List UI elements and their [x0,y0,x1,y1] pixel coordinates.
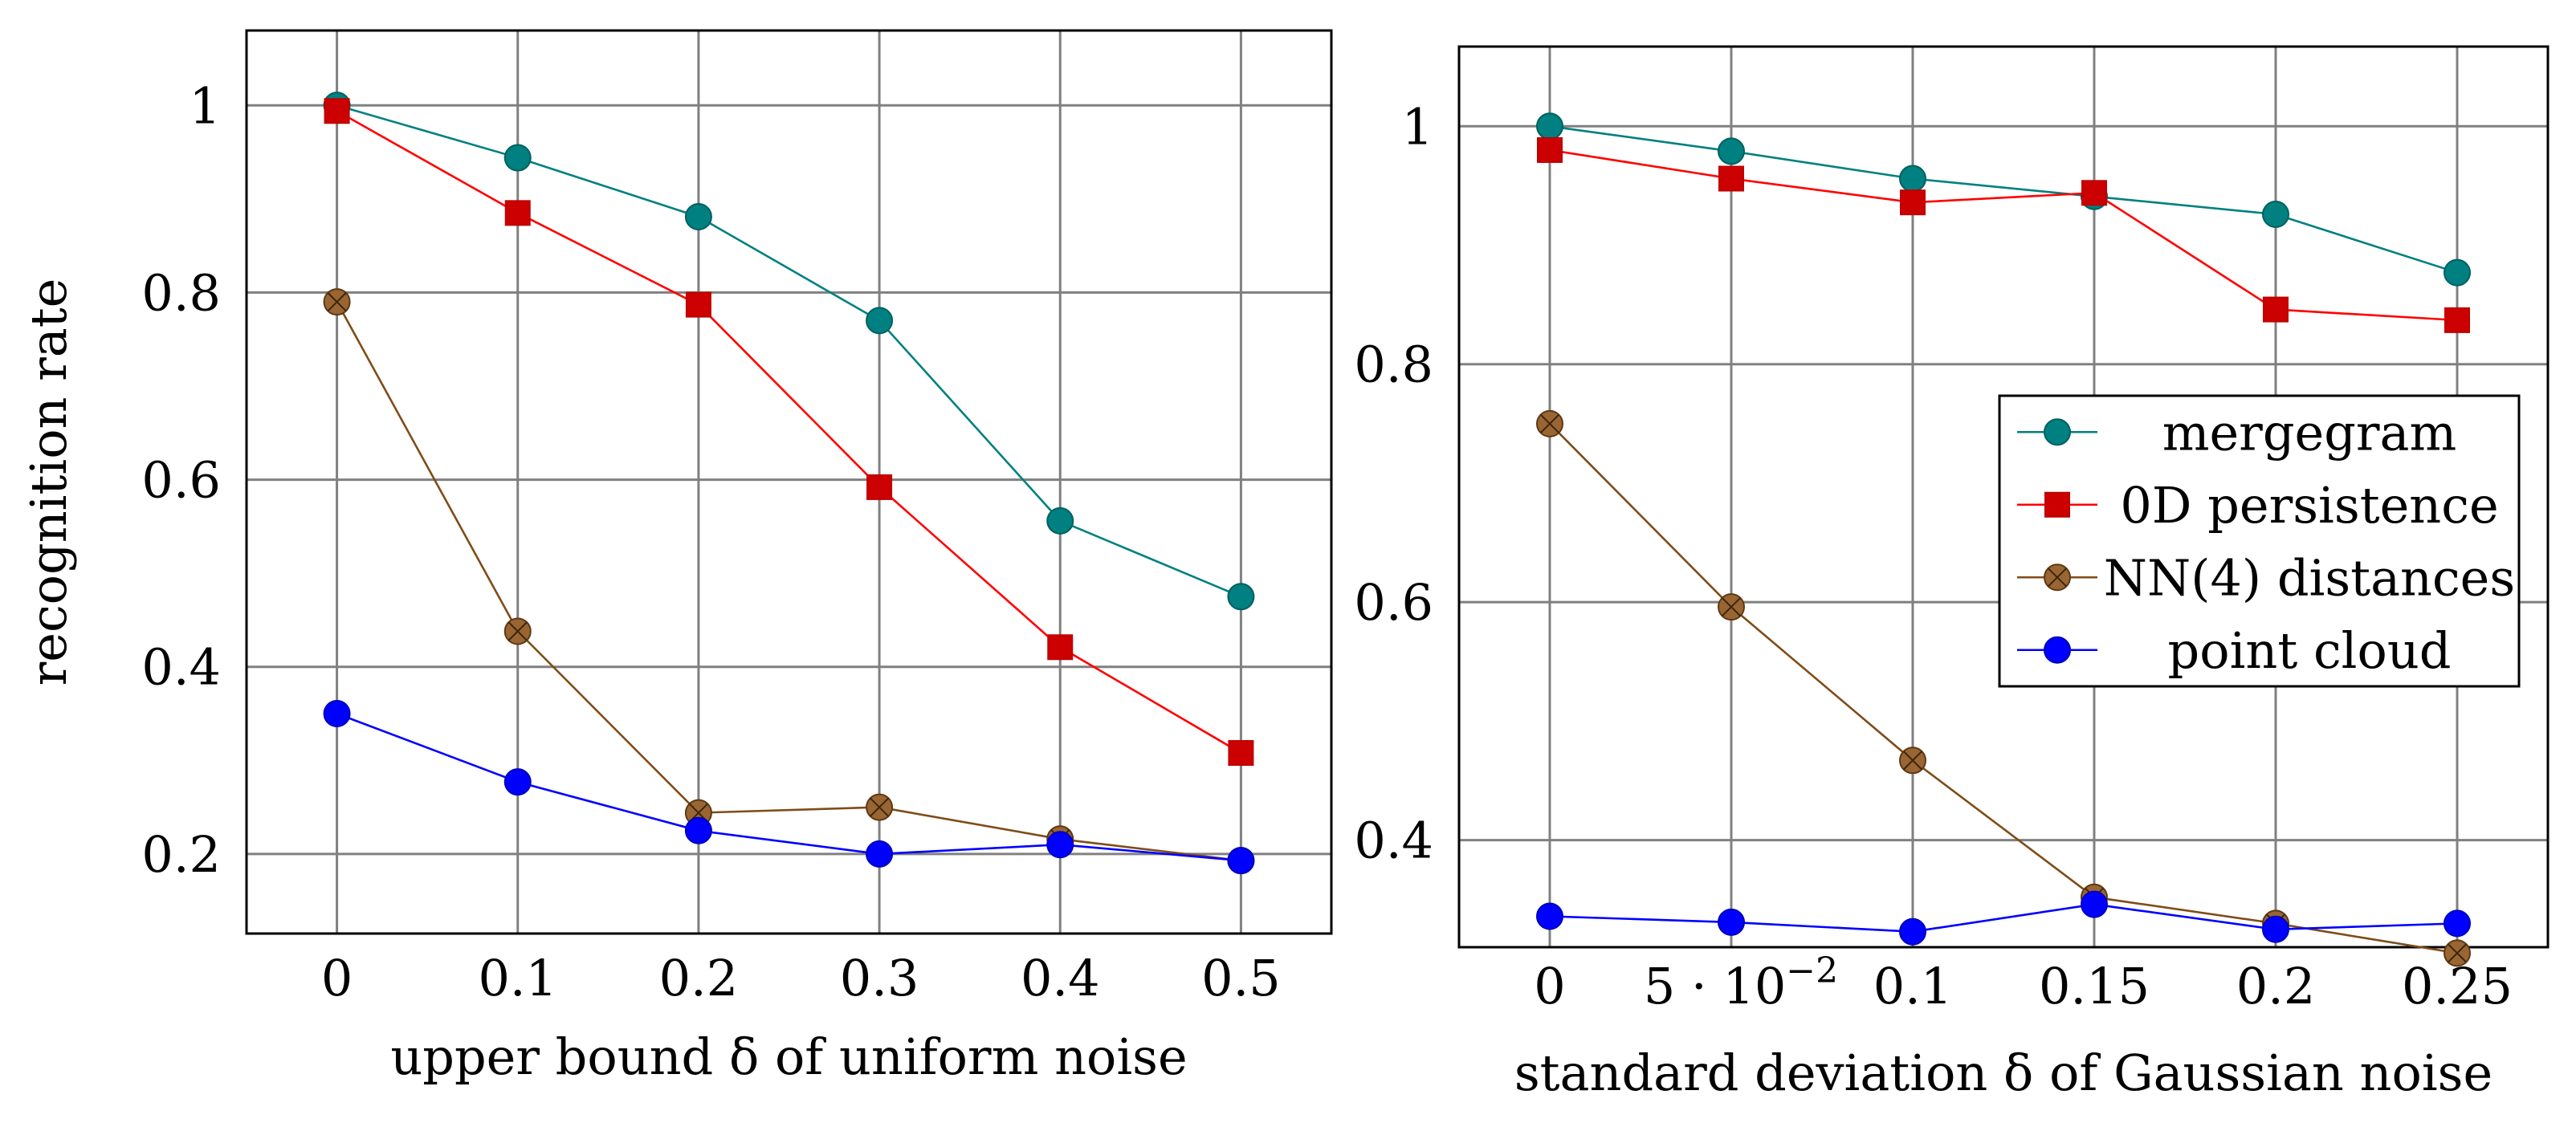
series-mergegram [1536,112,2471,287]
legend-entry-mergegram: mergegram [2017,403,2456,462]
legend-box [1998,394,2521,688]
data-point [1046,507,1074,535]
series-line [336,712,1241,862]
data-point [504,200,531,226]
data-point [1227,847,1255,875]
legend-label: 0D persistence [2120,476,2498,535]
y-tick-label: 0.2 [141,825,221,884]
data-point [866,793,894,821]
data-point [323,700,351,728]
series-line [1549,149,2458,322]
x-tick-label: 0.4 [1021,949,1100,1007]
data-point [1046,831,1074,859]
y-tick-label: 1 [1402,97,1433,156]
data-point [503,768,532,796]
data-point [684,816,712,844]
series-0d-persistence [1537,136,2470,333]
x-tick-label: 0.2 [659,949,739,1007]
data-point [2263,296,2289,323]
x-tick-label: 5 · 10−2 [1644,950,1838,1015]
data-point [866,474,893,500]
legend-entry-point-cloud: point cloud [2017,621,2451,680]
data-point [2081,180,2107,206]
plot-frame [245,29,1333,935]
x-tick-label: 0.15 [2039,957,2150,1015]
data-point [2444,939,2471,967]
data-point [1718,908,1745,936]
series-line [1549,125,2458,274]
plot-frame [1457,45,2550,949]
data-point [2262,915,2289,943]
series-line [336,110,1242,755]
data-point [1227,583,1255,611]
data-point [324,98,350,124]
x-tick-label: 0.1 [478,949,557,1007]
data-point [1536,902,1563,930]
data-point [2444,258,2471,287]
data-point [1718,165,1744,192]
y-tick-label: 0.6 [141,451,221,510]
legend-swatch-marker [2044,564,2071,592]
data-point [866,840,894,868]
data-point [1536,409,1563,437]
legend-label: point cloud [2168,621,2452,680]
data-point [684,202,712,230]
legend-entry-0d-persistence: 0D persistence [2017,476,2499,535]
legend-swatch-marker [2044,418,2071,446]
y-tick-label: 1 [190,76,221,135]
x-axis-title: upper bound δ of uniform noise [390,1027,1187,1086]
y-tick-label: 0.6 [1354,573,1433,632]
legend-swatch-marker [2044,491,2070,518]
data-point [323,288,351,316]
y-axis-title: recognition rate [19,279,78,686]
series-line [336,104,1241,598]
data-point [1228,740,1254,766]
data-point [1537,136,1563,163]
series-line [336,301,1241,862]
data-point [1900,189,1926,216]
data-point [2444,909,2471,938]
y-tick-label: 0.4 [141,638,221,697]
legend-label: mergegram [2162,403,2457,462]
legend-swatch-marker [2044,636,2071,664]
data-point [2081,890,2108,918]
x-tick-label: 0 [321,949,353,1007]
x-tick-label: 0.1 [1873,957,1953,1015]
x-tick-label: 0.2 [2236,957,2316,1015]
y-tick-label: 0.4 [1354,812,1433,870]
x-tick-label: 0.5 [1201,949,1281,1007]
series-0d-persistence [324,98,1254,766]
data-point [2262,200,2289,228]
data-point [1536,112,1563,140]
data-point [1047,634,1074,661]
y-tick-label: 0.8 [1354,336,1433,394]
legend: mergegram 0D persistence NN(4) distances po… [1998,394,2521,688]
data-point [503,617,532,645]
series-line [1549,903,2458,934]
x-tick-label: 0.3 [840,949,919,1007]
data-point [1718,593,1745,621]
legend-label: NN(4) distances [2104,548,2515,607]
data-point [503,144,532,172]
series-nn-4-distances [323,288,1255,875]
x-tick-label: 0 [1534,957,1565,1015]
data-point [1899,917,1926,946]
x-axis-title: standard deviation δ of Gaussian noise [1514,1044,2492,1102]
data-point [1899,165,1926,193]
series-point-cloud [1536,890,2471,946]
y-tick-label: 0.8 [141,263,221,322]
grid [247,31,1331,934]
data-point [685,291,711,318]
data-point [866,307,894,335]
legend-entry-nn-4-distances: NN(4) distances [2017,548,2515,607]
data-point [1718,137,1745,165]
chart-1: 0 0.1 0.2 0.3 0.4 0.5 0.2 0.4 0.6 0.8 1 upper bound… [19,29,1333,1086]
data-point [2444,307,2470,333]
data-point [1899,747,1926,775]
series-point-cloud [323,700,1255,875]
